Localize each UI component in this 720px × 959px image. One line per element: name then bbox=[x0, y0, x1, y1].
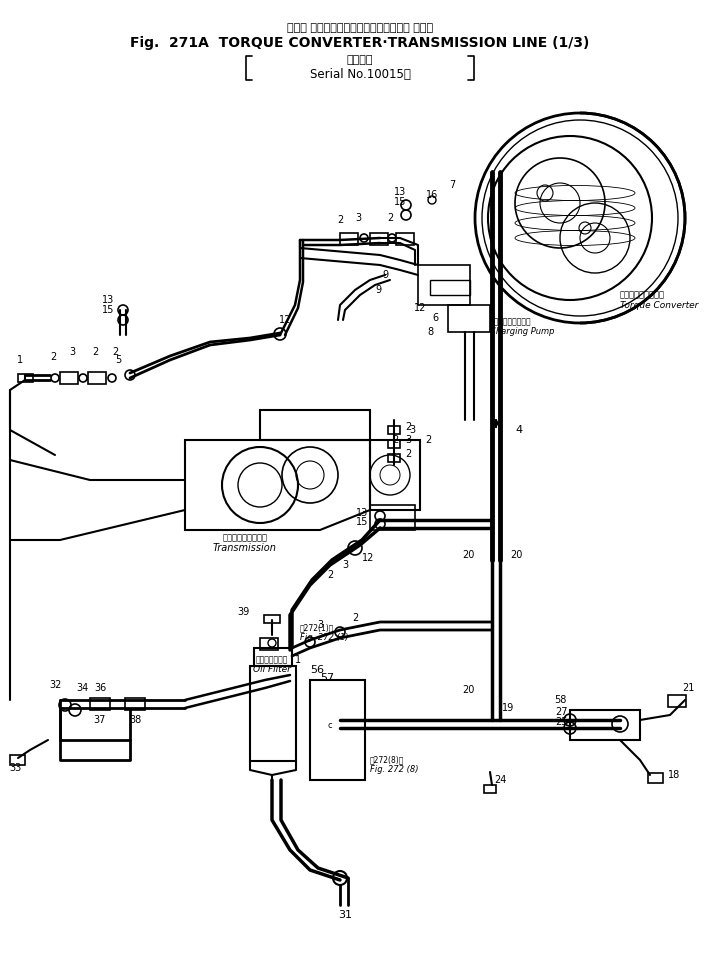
Bar bbox=[396, 233, 414, 245]
Text: 56: 56 bbox=[310, 665, 324, 675]
Bar bbox=[668, 695, 686, 707]
Text: Fig. 272 (8): Fig. 272 (8) bbox=[370, 765, 418, 775]
Text: 7: 7 bbox=[449, 180, 455, 190]
Text: 34: 34 bbox=[76, 683, 88, 693]
Text: Charging Pump: Charging Pump bbox=[490, 328, 554, 337]
Bar bbox=[388, 440, 400, 448]
Text: 6: 6 bbox=[432, 313, 438, 323]
Text: 3: 3 bbox=[405, 435, 411, 445]
Text: 12: 12 bbox=[362, 553, 374, 563]
Bar bbox=[388, 454, 400, 462]
Text: 24: 24 bbox=[494, 775, 506, 785]
Text: 20: 20 bbox=[510, 550, 523, 560]
Text: 第272(8)図: 第272(8)図 bbox=[370, 756, 405, 764]
Text: 37: 37 bbox=[94, 715, 106, 725]
Text: 2: 2 bbox=[50, 352, 56, 362]
Text: 4: 4 bbox=[515, 425, 522, 435]
Text: 12: 12 bbox=[279, 315, 291, 325]
Bar bbox=[88, 372, 106, 384]
Text: トルク　コンバータ: トルク コンバータ bbox=[620, 291, 665, 299]
Text: 2: 2 bbox=[327, 570, 333, 580]
Bar bbox=[388, 426, 400, 434]
Text: 21: 21 bbox=[682, 683, 694, 693]
Bar bbox=[254, 648, 292, 666]
Text: 15: 15 bbox=[102, 305, 114, 315]
Text: 9: 9 bbox=[375, 285, 381, 295]
Text: 2: 2 bbox=[405, 449, 411, 459]
Text: 3: 3 bbox=[69, 347, 75, 357]
Text: 20: 20 bbox=[463, 685, 475, 695]
Text: 2: 2 bbox=[392, 435, 398, 445]
Text: 2: 2 bbox=[112, 347, 118, 357]
Text: 15: 15 bbox=[394, 197, 406, 207]
Bar bbox=[310, 680, 365, 780]
Text: 8: 8 bbox=[427, 327, 433, 337]
Text: 13: 13 bbox=[356, 508, 368, 518]
Text: 2: 2 bbox=[92, 347, 98, 357]
Text: 適用号機: 適用号機 bbox=[347, 55, 373, 65]
Bar bbox=[340, 233, 358, 245]
Text: 5: 5 bbox=[115, 355, 121, 365]
Text: 13: 13 bbox=[394, 187, 406, 197]
Text: 2: 2 bbox=[352, 613, 358, 623]
Bar bbox=[648, 773, 663, 783]
Text: 3: 3 bbox=[409, 425, 415, 435]
Text: 19: 19 bbox=[502, 703, 514, 713]
Text: 16: 16 bbox=[426, 190, 438, 200]
Text: 39: 39 bbox=[238, 607, 250, 617]
Bar bbox=[484, 785, 496, 793]
Text: 2: 2 bbox=[405, 422, 411, 432]
Text: 58: 58 bbox=[554, 695, 566, 705]
Text: 3: 3 bbox=[317, 620, 323, 630]
Text: 1: 1 bbox=[295, 655, 301, 665]
Text: 20: 20 bbox=[463, 550, 475, 560]
Bar bbox=[370, 233, 388, 245]
Text: 32: 32 bbox=[49, 680, 61, 690]
Text: 第272(1)図: 第272(1)図 bbox=[300, 623, 334, 633]
Text: 3: 3 bbox=[342, 560, 348, 570]
Text: Fig.  271A  TORQUE CONVERTER·TRANSMISSION LINE (1/3): Fig. 271A TORQUE CONVERTER·TRANSMISSION … bbox=[130, 36, 590, 50]
Text: 3: 3 bbox=[355, 213, 361, 223]
Text: オイルフィルタ: オイルフィルタ bbox=[256, 656, 288, 665]
Text: 12: 12 bbox=[414, 303, 426, 313]
Text: 27: 27 bbox=[556, 707, 568, 717]
Text: 2: 2 bbox=[425, 435, 431, 445]
Text: 57: 57 bbox=[320, 673, 334, 683]
Text: c: c bbox=[328, 720, 333, 730]
Text: Serial No.10015～: Serial No.10015～ bbox=[310, 67, 410, 81]
Text: 36: 36 bbox=[94, 683, 106, 693]
Text: トランスミッション: トランスミッション bbox=[222, 533, 268, 543]
Bar bbox=[125, 698, 145, 710]
Bar bbox=[260, 638, 278, 650]
Text: 9: 9 bbox=[382, 270, 388, 280]
Text: 31: 31 bbox=[338, 910, 352, 920]
Text: 1: 1 bbox=[17, 355, 23, 365]
Text: 38: 38 bbox=[129, 715, 141, 725]
Text: Oil Filter: Oil Filter bbox=[253, 666, 291, 674]
Bar bbox=[264, 615, 280, 623]
Text: 15: 15 bbox=[356, 517, 368, 527]
Bar bbox=[250, 666, 296, 761]
Text: 25: 25 bbox=[556, 717, 568, 727]
Bar bbox=[90, 698, 110, 710]
Text: Torque Converter: Torque Converter bbox=[620, 300, 698, 310]
Bar bbox=[60, 372, 78, 384]
Text: トルク コンバータ・トランスミッション ライン: トルク コンバータ・トランスミッション ライン bbox=[287, 23, 433, 33]
Text: 2: 2 bbox=[337, 215, 343, 225]
Text: 2: 2 bbox=[387, 213, 393, 223]
Bar bbox=[10, 755, 25, 765]
Bar bbox=[18, 374, 33, 382]
Text: 18: 18 bbox=[668, 770, 680, 780]
Text: Transmission: Transmission bbox=[213, 543, 277, 553]
Text: チャージングポンプ: チャージングポンプ bbox=[490, 317, 531, 326]
Text: 13: 13 bbox=[102, 295, 114, 305]
Text: 33: 33 bbox=[9, 763, 21, 773]
Text: Fig. 272 (1): Fig. 272 (1) bbox=[300, 634, 348, 643]
